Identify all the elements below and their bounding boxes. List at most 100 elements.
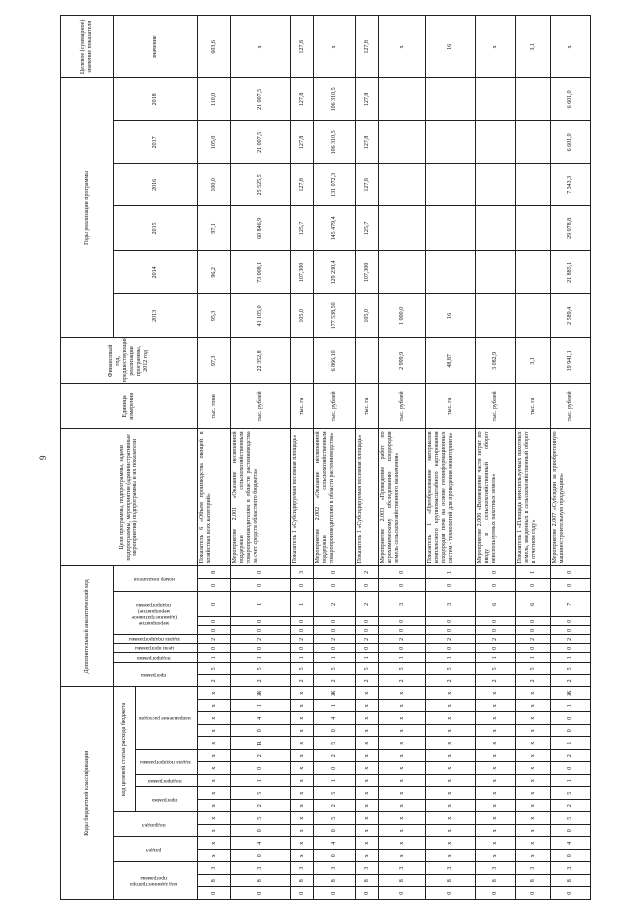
analytic-code-digit: 5: [475, 662, 516, 675]
table-row: 0 8 3 x x x x x x x x x x x x x x 2 5 1 0 2 0 0 2 0 2 Показатель 1 …: [355, 15, 379, 900]
budget-code-digit: x: [475, 749, 516, 762]
analytic-code-digit: 1: [425, 652, 476, 663]
budget-code-digit: x: [475, 762, 516, 775]
year-value: [515, 120, 551, 164]
budget-code-digit: 0: [230, 762, 291, 775]
podrazdel-label: подраздел: [142, 821, 166, 828]
year-value: 131 072,3: [313, 163, 356, 206]
unit-cell: тыс. рублей: [230, 383, 291, 429]
year-value: [515, 205, 551, 251]
table-row: 0 8 3 x x x x x x x x x x x x x x 2 5 1 0 2 0 0 6 0 0 Мероприятие 2…: [475, 15, 516, 900]
year-value: [425, 205, 476, 251]
analytic-code-digit: 0: [475, 616, 516, 626]
budget-code-digit: x: [290, 749, 314, 762]
budget-code-digit: 2: [313, 799, 356, 812]
analytic-code-digit: 0: [313, 643, 356, 653]
budget-code-digit: 0: [550, 724, 591, 737]
year-value: [475, 77, 516, 121]
budget-code-digit: x: [197, 724, 231, 737]
analytic-code-digit: 1: [475, 652, 516, 663]
analytic-code-digit: 0: [515, 616, 551, 626]
budget-code-digit: x: [475, 799, 516, 812]
analytic-code-digit: 1: [313, 652, 356, 663]
budget-code-digit: x: [515, 724, 551, 737]
budget-code-digit: x: [290, 699, 314, 712]
budget-code-digit: 3: [290, 862, 314, 875]
budget-code-digit: x: [515, 699, 551, 712]
budget-code-digit: 0: [355, 887, 379, 900]
analytic-code-digit: 2: [550, 674, 591, 687]
budget-code-digit: x: [378, 774, 426, 787]
budget-code-digit: x: [475, 774, 516, 787]
analytic-code-digit: 2: [378, 674, 426, 687]
an-measure-label: мероприятие (административное мероприяти…: [131, 601, 177, 626]
target-article-header: код целевой статьи расхода бюджета: [113, 686, 136, 812]
analytic-code-digit: 0: [197, 578, 231, 592]
budget-code-digit: x: [355, 762, 379, 775]
fin-year-header: Финансовый год, предшествующий реализаци…: [60, 337, 198, 384]
analytic-code-digit: 2: [290, 634, 314, 644]
analytic-code-digit: 0: [425, 625, 476, 635]
year-value: 145 479,4: [313, 205, 356, 251]
year-value: [378, 163, 426, 206]
budget-code-digit: x: [475, 787, 516, 800]
budget-code-digit: 3: [425, 862, 476, 875]
budget-code-digit: x: [378, 824, 426, 837]
budget-code-digit: x: [290, 712, 314, 725]
an-goal-header: цели программы: [113, 643, 198, 653]
budget-code-digit: 0: [550, 762, 591, 775]
analytic-code-digit: 2: [355, 591, 379, 617]
an-subprogram-header: подпрограмма: [113, 652, 198, 663]
analytic-code-digit: 0: [355, 578, 379, 592]
year-value: [475, 293, 516, 338]
budget-code-digit: 4: [313, 712, 356, 725]
budget-code-digit: x: [378, 799, 426, 812]
analytic-code-digit: 2: [425, 674, 476, 687]
fin-year-value: 97,3: [197, 337, 231, 384]
analytic-code-digit: 0: [475, 565, 516, 579]
budget-code-digit: x: [425, 737, 476, 750]
unit-cell: тыс. га: [355, 383, 379, 429]
budget-code-digit: x: [197, 837, 231, 850]
header-row-1: Коды бюджетной классификации Дополнитель…: [60, 15, 198, 900]
year-value: 127,8: [355, 77, 379, 121]
budget-code-digit: 5: [230, 787, 291, 800]
target-value-header: значение: [113, 15, 198, 78]
goals-text-header: Цели программы, подпрограммы, задачи под…: [60, 428, 198, 566]
unit-cell: тыс. га: [290, 383, 314, 429]
year-value: [475, 120, 516, 164]
year-value: [515, 77, 551, 121]
budget-code-digit: 8: [425, 874, 476, 887]
table-row: 0 8 3 x x x x x x x x x x x x x x 2 5 1 0 2 0 0 6 0 1 Показатель 1 …: [515, 15, 551, 900]
budget-code-digit: 2: [230, 749, 291, 762]
year-value: 105,0: [290, 293, 314, 338]
budget-code-digit: 0: [197, 887, 231, 900]
budget-code-digit: 0: [550, 712, 591, 725]
budget-code-digit: x: [475, 737, 516, 750]
analytic-code-digit: 2: [515, 674, 551, 687]
year-value: 41 105,0: [230, 293, 291, 338]
program-table: Коды бюджетной классификации Дополнитель…: [60, 15, 591, 900]
admin-code-header: код администратора программы: [113, 862, 198, 900]
budget-code-digit: x: [197, 686, 231, 700]
analytic-code-digit: 2: [230, 634, 291, 644]
budget-code-digit: 2: [230, 799, 291, 812]
analytic-code-digit: 0: [290, 578, 314, 592]
budget-code-digit: 0: [313, 824, 356, 837]
budget-code-digit: x: [355, 699, 379, 712]
budget-code-digit: x: [355, 837, 379, 850]
budget-code-digit: 1: [550, 737, 591, 750]
budget-code-digit: 0: [230, 849, 291, 862]
budget-code-digit: x: [515, 737, 551, 750]
budget-code-digit: 8: [230, 874, 291, 887]
budget-code-digit: Ж: [230, 686, 291, 700]
year-header: 2013: [113, 293, 198, 338]
year-header: 2018: [113, 77, 198, 121]
year-value: 127,8: [290, 163, 314, 206]
budget-code-digit: x: [425, 762, 476, 775]
budget-code-digit: 0: [550, 824, 591, 837]
budget-code-digit: x: [378, 686, 426, 700]
budget-code-digit: x: [378, 737, 426, 750]
budget-code-digit: 3: [515, 862, 551, 875]
budget-code-digit: 3: [313, 862, 356, 875]
